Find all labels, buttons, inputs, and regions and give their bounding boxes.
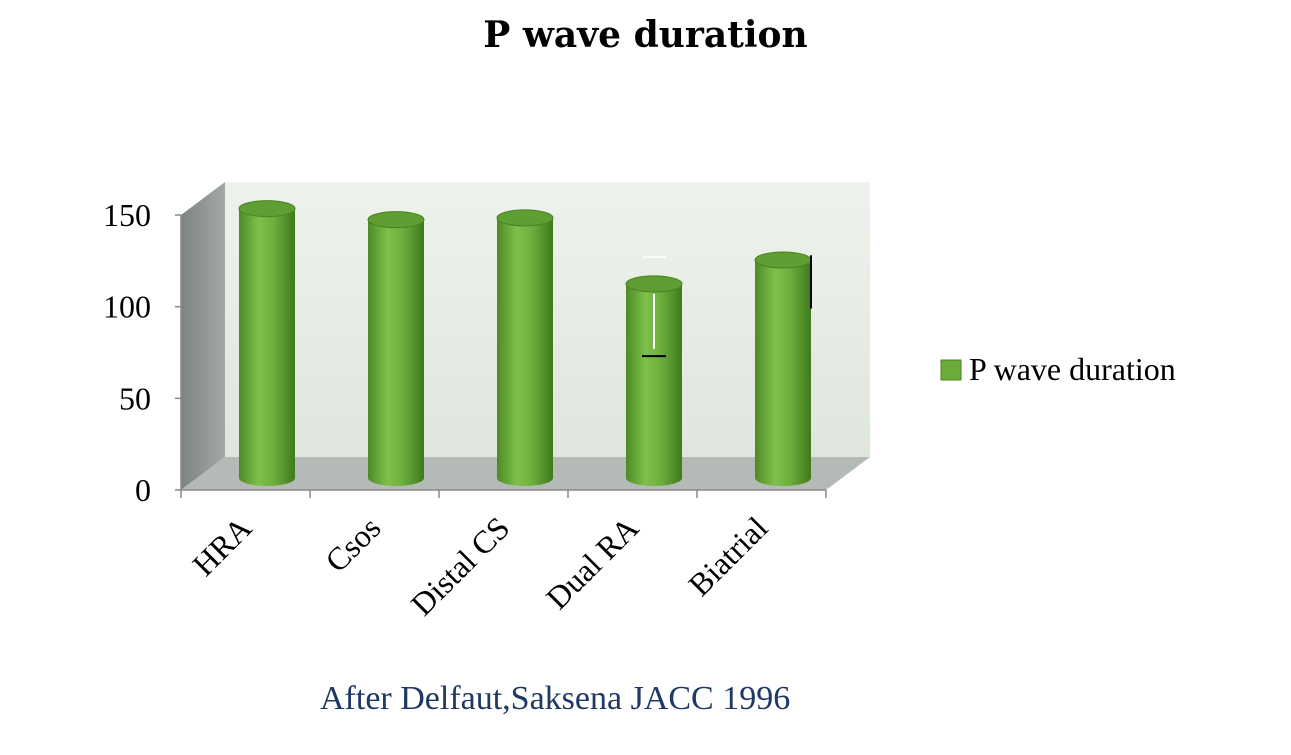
bar: [754, 251, 812, 486]
bar-top: [496, 209, 554, 227]
bar-top: [238, 200, 296, 218]
bar: [238, 200, 296, 486]
legend-entry: P wave duration: [940, 351, 1176, 387]
y-tick-label: 100: [103, 289, 151, 325]
bar-top: [367, 211, 425, 229]
bar-body: [239, 208, 295, 486]
x-tick-label: Dual RA: [539, 509, 646, 616]
x-tick-label: HRA: [185, 509, 258, 582]
x-tick-label: Csos: [318, 509, 387, 578]
bar: [367, 211, 425, 486]
bar: [625, 275, 683, 486]
source-caption: After Delfaut,Saksena JACC 1996: [320, 680, 791, 717]
y-tick-label: 0: [135, 472, 151, 508]
bar-body: [497, 217, 553, 487]
bar-body: [368, 219, 424, 486]
x-tick-label: Biatrial: [681, 509, 774, 602]
bar-top: [754, 251, 812, 269]
y-tick-label: 150: [103, 197, 151, 233]
legend-label: P wave duration: [969, 351, 1176, 387]
bar-body: [626, 283, 682, 486]
bar-body: [755, 260, 811, 486]
y-tick-label: 50: [119, 380, 151, 416]
side-wall: [181, 182, 225, 490]
bar-top: [625, 275, 683, 293]
legend-swatch: [940, 359, 962, 381]
x-tick-label: Distal CS: [404, 509, 517, 622]
chart-title: P wave duration: [483, 14, 808, 56]
bar: [496, 209, 554, 487]
